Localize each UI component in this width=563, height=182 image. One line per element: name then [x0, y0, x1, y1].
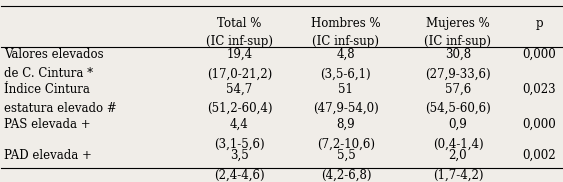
Text: 0,9: 0,9 — [449, 118, 467, 131]
Text: (7,2-10,6): (7,2-10,6) — [317, 137, 375, 150]
Text: Índice Cintura: Índice Cintura — [4, 82, 90, 96]
Text: (47,9-54,0): (47,9-54,0) — [313, 102, 379, 115]
Text: 2,0: 2,0 — [449, 149, 467, 162]
Text: 0,000: 0,000 — [522, 48, 556, 61]
Text: 19,4: 19,4 — [226, 48, 253, 61]
Text: (0,4-1,4): (0,4-1,4) — [432, 137, 483, 150]
Text: 57,6: 57,6 — [445, 82, 471, 96]
Text: (IC inf-sup): (IC inf-sup) — [425, 35, 491, 48]
Text: 0,023: 0,023 — [522, 82, 556, 96]
Text: (2,4-4,6): (2,4-4,6) — [214, 169, 265, 181]
Text: 3,5: 3,5 — [230, 149, 249, 162]
Text: (27,9-33,6): (27,9-33,6) — [425, 67, 491, 80]
Text: Mujeres %: Mujeres % — [426, 17, 490, 30]
Text: PAD elevada +: PAD elevada + — [4, 149, 92, 162]
Text: estatura elevado #: estatura elevado # — [4, 102, 117, 115]
Text: 0,002: 0,002 — [522, 149, 556, 162]
Text: PAS elevada +: PAS elevada + — [4, 118, 91, 131]
Text: Hombres %: Hombres % — [311, 17, 381, 30]
Text: Valores elevados: Valores elevados — [4, 48, 104, 61]
Text: (4,2-6,8): (4,2-6,8) — [321, 169, 371, 181]
Text: (54,5-60,6): (54,5-60,6) — [425, 102, 491, 115]
Text: (IC inf-sup): (IC inf-sup) — [312, 35, 379, 48]
Text: (51,2-60,4): (51,2-60,4) — [207, 102, 272, 115]
Text: 4,8: 4,8 — [337, 48, 355, 61]
Text: Total %: Total % — [217, 17, 262, 30]
Text: 0,000: 0,000 — [522, 118, 556, 131]
Text: (1,7-4,2): (1,7-4,2) — [433, 169, 483, 181]
Text: 4,4: 4,4 — [230, 118, 249, 131]
Text: 5,5: 5,5 — [337, 149, 355, 162]
Text: 51: 51 — [338, 82, 354, 96]
Text: p: p — [535, 17, 543, 30]
Text: 54,7: 54,7 — [226, 82, 253, 96]
Text: (17,0-21,2): (17,0-21,2) — [207, 67, 272, 80]
Text: de C. Cintura *: de C. Cintura * — [4, 67, 93, 80]
Text: 30,8: 30,8 — [445, 48, 471, 61]
Text: (3,5-6,1): (3,5-6,1) — [320, 67, 371, 80]
Text: (IC inf-sup): (IC inf-sup) — [206, 35, 273, 48]
Text: (3,1-5,6): (3,1-5,6) — [214, 137, 265, 150]
Text: 8,9: 8,9 — [337, 118, 355, 131]
